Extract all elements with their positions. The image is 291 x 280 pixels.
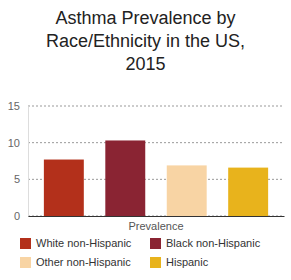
y-tick-label: 5 [14,173,20,185]
legend-item: Other non-Hispanic [20,256,131,268]
x-tick: Prevalence [128,216,183,232]
y-tick-label: 0 [14,210,20,222]
bar [105,140,145,216]
legend-label: White non-Hispanic [36,237,132,249]
y-axis-line [28,107,29,217]
bar [167,165,207,216]
legend-label: Hispanic [166,256,209,268]
grid [28,106,284,216]
chart: Asthma Prevalence by Race/Ethnicity in th… [0,0,291,280]
bar [44,160,84,216]
x-axis-line [29,216,285,217]
y-tick-label: 15 [8,100,20,112]
y-axis: 0 5 10 15 [8,100,29,222]
legend-label: Other non-Hispanic [36,256,131,268]
legend-swatch [150,257,161,268]
legend-swatch [150,238,161,249]
legend-item: Hispanic [150,256,209,268]
legend-item: White non-Hispanic [20,237,132,249]
y-tick: 15 [8,100,28,112]
grid-line [28,142,284,143]
x-tick-label: Prevalence [128,220,183,232]
y-tick: 0 [14,210,28,222]
y-tick-label: 10 [8,137,20,149]
grid-line [28,106,284,107]
title-line: 2015 [125,54,165,74]
legend-label: Black non-Hispanic [166,237,261,249]
legend: White non-Hispanic Black non-Hispanic Othe… [20,237,261,268]
y-tick: 5 [14,173,28,185]
title-line: Race/Ethnicity in the US, [46,31,245,51]
legend-item: Black non-Hispanic [150,237,261,249]
y-tick: 10 [8,137,28,149]
title-line: Asthma Prevalence by [55,8,235,28]
bars [44,140,268,216]
x-axis: Prevalence [29,216,285,232]
bar [228,168,268,216]
title: Asthma Prevalence by Race/Ethnicity in th… [46,8,245,74]
legend-swatch [20,238,31,249]
legend-swatch [20,257,31,268]
